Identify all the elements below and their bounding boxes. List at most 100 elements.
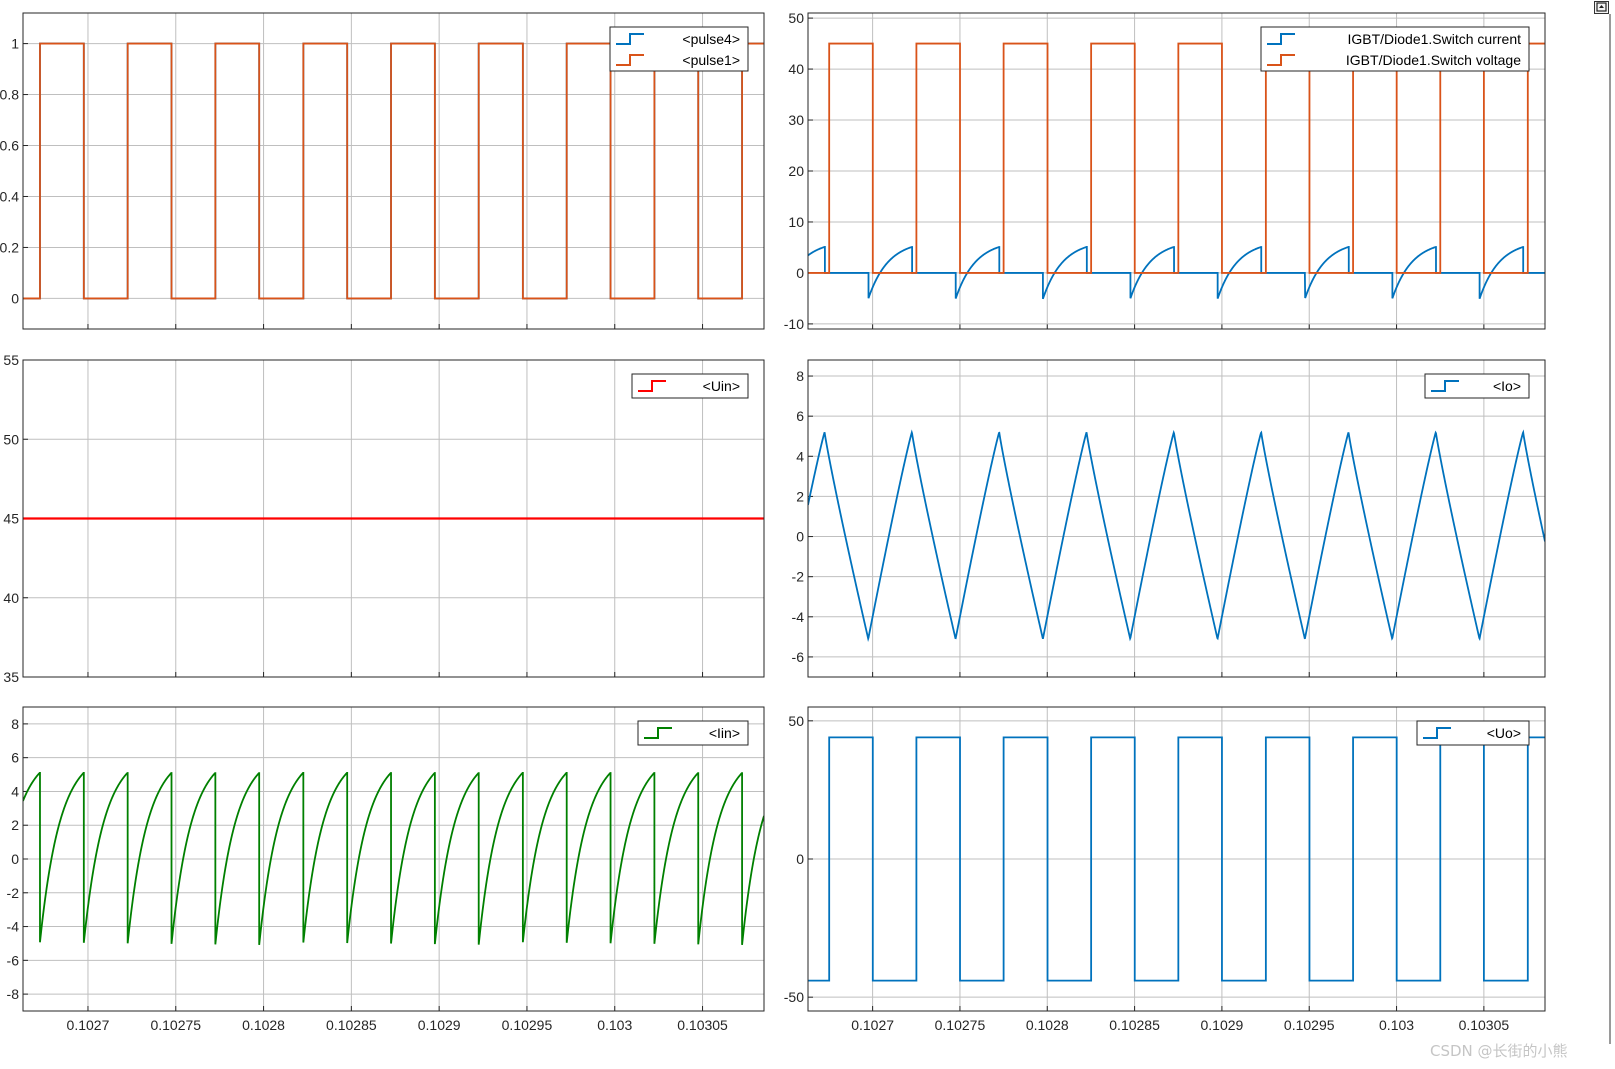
y-tick-label: 2 [796,488,804,504]
y-tick-label: -6 [7,952,20,968]
series-group [23,42,764,300]
y-tick-label: 0 [796,851,804,867]
x-tick-label: 0.10295 [502,1017,553,1033]
axes-frame [807,706,1546,1012]
legend-label: <Io> [1493,378,1521,394]
legend-swatch [644,727,672,739]
axes-frame [22,12,765,330]
x-tick-label: 0.1027 [851,1017,894,1033]
y-tick-label: -2 [7,885,20,901]
y-tick-label: -8 [7,986,20,1002]
legend-box [1416,720,1530,746]
y-tick-label: -4 [792,609,805,625]
legend-label: <Iin> [709,725,740,741]
legend: IGBT/Diode1.Switch current IGBT/Diode1.Sw… [1260,26,1530,72]
legend-box [1260,26,1530,72]
y-tick-label: 0 [11,290,19,306]
restore-button[interactable] [1594,1,1609,14]
restore-icon [1596,2,1607,12]
series-line-1 [808,429,1545,642]
y-tick-label: 55 [3,352,19,368]
axes-frame [22,706,765,1012]
y-tick-label: 8 [796,368,804,384]
chart-panel-uin: 35 40 45 50 55 <Uin> [3,352,765,685]
y-tick-label: 8 [11,716,19,732]
plot-area [808,360,1545,677]
x-tick-label: 0.103 [597,1017,632,1033]
legend-label: <pulse1> [682,52,740,68]
x-tick-label: 0.1028 [242,1017,285,1033]
x-tick-label: 0.10285 [1109,1017,1160,1033]
x-tick-label: 0.1029 [418,1017,461,1033]
y-tick-label: 10 [788,214,804,230]
legend: <Io> [1424,373,1530,399]
legend: <Uin> [631,373,749,399]
x-tick-label: 0.10275 [150,1017,201,1033]
chart-panel-uo: 0.1027 0.10275 0.1028 0.10285 0.1029 0.10295 0… [784,706,1546,1033]
y-tick-label: 35 [3,669,19,685]
y-tick-label: 0.6 [0,138,19,154]
series-line-1 [23,771,764,946]
series-line-2 [23,42,764,300]
legend-box [1424,373,1530,399]
chart-panel-iin: 0.1027 0.10275 0.1028 0.10285 0.1029 0.10295 0… [7,706,765,1033]
series-line-2 [808,42,1545,274]
y-tick-label: 4 [11,783,19,799]
y-tick-label: -4 [7,919,20,935]
axes-frame [807,359,1546,678]
series-group [808,42,1545,300]
axes-frame [807,12,1546,330]
y-tick-label: 45 [3,511,19,527]
y-tick-label: 40 [788,61,804,77]
x-tick-label: 0.10295 [1284,1017,1335,1033]
x-tick-label: 0.1028 [1026,1017,1069,1033]
y-tick-label: -10 [784,316,804,332]
legend-label: <Uin> [703,378,740,394]
y-tick-label: 0.2 [0,239,19,255]
legend-swatch [1267,54,1295,66]
x-tick-label: 0.103 [1379,1017,1414,1033]
series-group [23,771,764,946]
x-tick-label: 0.1029 [1200,1017,1243,1033]
legend: <Iin> [637,720,749,746]
chart-panel-pulses: 0 0.2 0.4 0.6 0.8 1 <pulse4> <pulse1> [0,12,765,330]
legend-label: IGBT/Diode1.Switch current [1347,31,1521,47]
y-tick-label: 1 [11,36,19,52]
series-group [808,736,1545,982]
x-tick-label: 0.10285 [326,1017,377,1033]
y-tick-label: -2 [792,569,805,585]
x-tick-label: 0.1027 [67,1017,110,1033]
y-tick-label: 0 [796,529,804,545]
y-tick-label: 0 [11,851,19,867]
window-edge [1609,14,1611,1044]
y-tick-label: 50 [788,713,804,729]
y-tick-label: 0 [796,265,804,281]
y-tick-label: 40 [3,590,19,606]
series-line-1 [808,736,1545,982]
legend-swatch [1431,380,1459,392]
series-group [808,429,1545,642]
legend-label: <Uo> [1487,725,1521,741]
legend: <pulse4> <pulse1> [609,26,749,72]
legend: <Uo> [1416,720,1530,746]
y-tick-label: 50 [3,431,19,447]
y-tick-label: -6 [792,649,805,665]
legend-box [637,720,749,746]
y-tick-label: 50 [788,10,804,26]
y-tick-label: 30 [788,112,804,128]
y-tick-label: 6 [796,408,804,424]
x-tick-label: 0.10275 [935,1017,986,1033]
legend-swatch [1267,33,1295,45]
legend-swatch [1423,727,1451,739]
x-tick-label: 0.10305 [1459,1017,1510,1033]
legend-swatch [616,33,644,45]
chart-panel-io: -6 -4 -2 0 2 4 6 8 <Io> [792,359,1546,678]
y-tick-label: 4 [796,448,804,464]
legend-swatch [638,380,666,392]
y-tick-label: 0.4 [0,188,19,204]
y-tick-label: 2 [11,817,19,833]
y-tick-label: 6 [11,750,19,766]
chart-panel-switch: -10 0 10 20 30 40 50 IGBT/Diode1.Switch current… [784,10,1546,332]
y-tick-label: 20 [788,163,804,179]
legend-label: IGBT/Diode1.Switch voltage [1346,52,1521,68]
